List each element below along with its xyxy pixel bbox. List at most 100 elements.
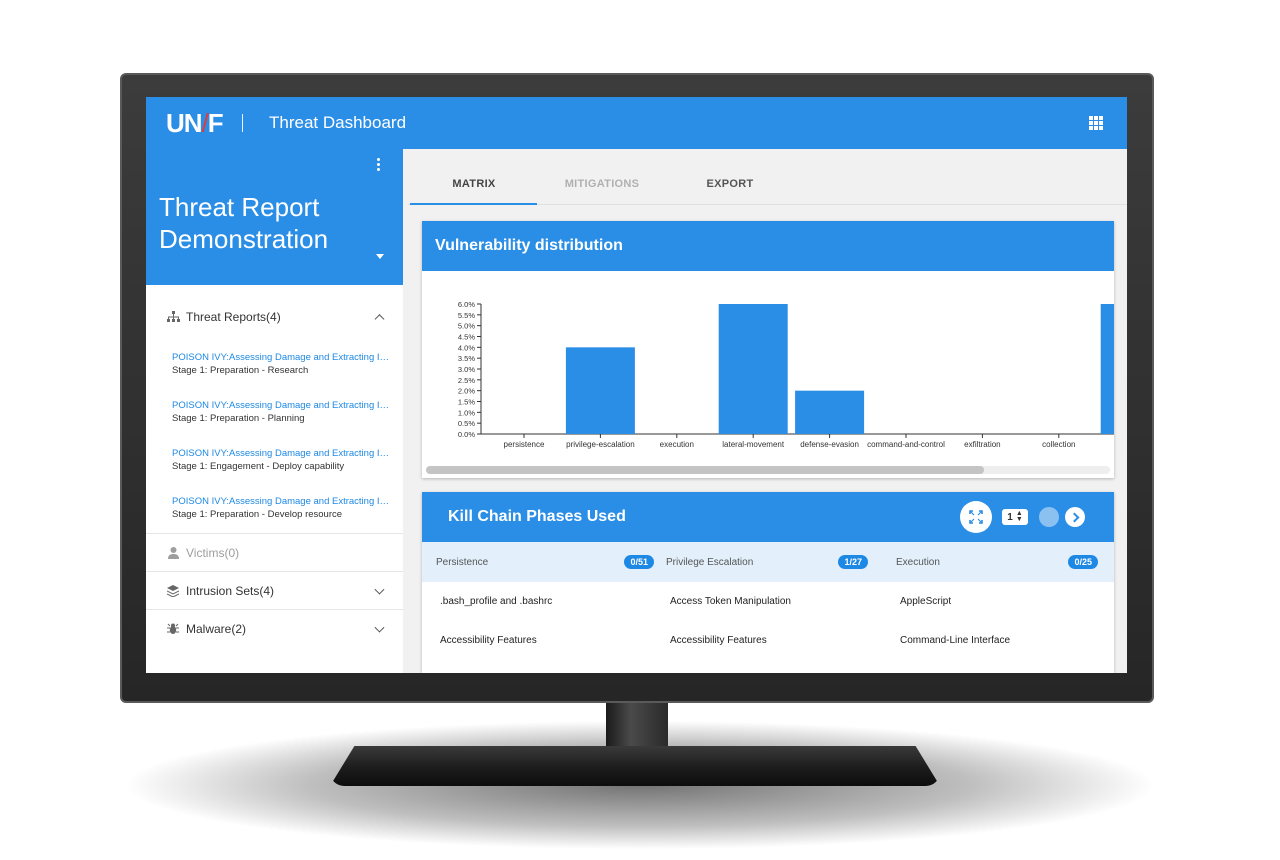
section-label: Victims(0) (186, 545, 240, 560)
phase-count-badge: 1/27 (838, 555, 868, 569)
phase-count-badge: 0/51 (624, 555, 654, 569)
y-tick-label: 3.5% (458, 354, 475, 363)
section-victims[interactable]: Victims(0) (146, 533, 403, 571)
main-content: MATRIX MITIGATIONS EXPORT Vulnerability … (408, 149, 1127, 673)
page-value: 1 (1007, 511, 1013, 523)
report-item[interactable]: POISON IVY:Assessing Damage and Extracti… (146, 437, 403, 485)
y-tick-label: 5.5% (458, 311, 475, 320)
x-tick-label: execution (660, 440, 694, 449)
x-tick-label: command-and-control (867, 440, 945, 449)
bug-icon (166, 622, 180, 636)
report-link[interactable]: POISON IVY:Assessing Damage and Extracti… (172, 352, 390, 363)
phase-name: Persistence (436, 556, 489, 568)
more-vert-icon[interactable] (374, 157, 382, 173)
y-tick-label: 0.0% (458, 430, 475, 439)
tab-bar: MATRIX MITIGATIONS EXPORT (408, 167, 1127, 205)
phase-persistence[interactable]: Persistence 0/51 (436, 542, 654, 582)
chart-bar (1100, 304, 1114, 434)
report-link[interactable]: POISON IVY:Assessing Damage and Extracti… (172, 448, 390, 459)
technique-cell[interactable]: Access Token Manipulation (670, 596, 791, 607)
technique-cell[interactable]: .bash_profile and .bashrc (440, 596, 553, 607)
phase-count-badge: 0/25 (1068, 555, 1098, 569)
report-item[interactable]: POISON IVY:Assessing Damage and Extracti… (146, 341, 403, 389)
fullscreen-icon (969, 510, 983, 524)
tab-export[interactable]: EXPORT (706, 178, 754, 190)
sitemap-icon (166, 310, 180, 324)
bar-chart: 0.0% 0.5% 1.0%1.5% 2.0% 2.5% 3.0% 3.5% 4.0%4.5%… (458, 300, 1114, 449)
phase-name: Privilege Escalation (666, 556, 754, 568)
monitor-stand-neck (606, 702, 668, 754)
y-tick-label: 4.0% (458, 343, 475, 352)
section-threat-reports[interactable]: Threat Reports(4) (146, 293, 403, 341)
chart-bar (565, 347, 635, 434)
y-tick-label: 6.0% (458, 300, 475, 309)
header-divider (242, 114, 243, 132)
sidebar-header: Threat Report Demonstration (146, 149, 403, 285)
monitor-stand-base (330, 746, 940, 786)
sidebar: Threat Report Demonstration Threat Repor… (146, 149, 403, 673)
previous-page-button[interactable] (1039, 507, 1059, 527)
y-tick-label: 1.0% (458, 408, 475, 417)
report-title: Threat Report Demonstration (159, 192, 329, 254)
section-label: Threat Reports(4) (186, 310, 281, 324)
report-item[interactable]: POISON IVY:Assessing Damage and Extracti… (146, 389, 403, 437)
screen: UN/F Threat Dashboard Threat Report Demo… (146, 97, 1127, 673)
y-tick-label: 2.0% (458, 387, 475, 396)
chart-bar (718, 304, 788, 434)
technique-cell[interactable]: Accessibility Features (670, 635, 767, 646)
y-tick-label: 5.0% (458, 322, 475, 331)
app-header: UN/F Threat Dashboard (146, 97, 1127, 149)
x-tick-label: exfiltration (964, 440, 1000, 449)
x-tick-label: lateral-movement (722, 440, 785, 449)
y-tick-label: 4.5% (458, 333, 475, 342)
phase-execution[interactable]: Execution 0/25 (896, 542, 1098, 582)
logo[interactable]: UN/F (166, 107, 224, 138)
horizontal-scrollbar[interactable] (426, 466, 1110, 474)
section-intrusion-sets[interactable]: Intrusion Sets(4) (146, 571, 403, 609)
report-stage: Stage 1: Preparation - Develop resource (172, 509, 343, 520)
report-item[interactable]: POISON IVY:Assessing Damage and Extracti… (146, 485, 403, 533)
x-tick-label: defense-evasion (800, 440, 859, 449)
card-title: Vulnerability distribution (422, 221, 1114, 271)
x-tick-label: collection (1042, 440, 1075, 449)
report-link[interactable]: POISON IVY:Assessing Damage and Extracti… (172, 400, 390, 411)
vulnerability-chart: 0.0% 0.5% 1.0% 1.5% 2.0% 2.5% 3.0% 3.5% 4.0% 4.5%… (422, 271, 1114, 461)
chevron-down-icon[interactable] (374, 622, 385, 633)
report-dropdown-icon[interactable] (376, 254, 384, 259)
phase-name: Execution (896, 556, 940, 568)
active-tab-indicator (410, 203, 537, 205)
tab-matrix[interactable]: MATRIX (452, 178, 496, 190)
report-link[interactable]: POISON IVY:Assessing Damage and Extracti… (172, 496, 390, 507)
chevron-up-icon[interactable] (374, 314, 385, 325)
fullscreen-button[interactable] (960, 501, 992, 533)
report-stage: Stage 1: Engagement - Deploy capability (172, 461, 345, 472)
app-title: Threat Dashboard (269, 113, 407, 132)
y-tick-label: 1.5% (458, 398, 475, 407)
technique-cell[interactable]: AppleScript (900, 596, 952, 607)
scrollbar-thumb[interactable] (426, 466, 984, 474)
phase-header-row: Persistence 0/51 Privilege Escalation 1/… (422, 542, 1114, 582)
phase-privilege-escalation[interactable]: Privilege Escalation 1/27 (666, 542, 868, 582)
y-tick-label: 3.0% (458, 365, 475, 374)
technique-cell[interactable]: Command-Line Interface (900, 635, 1011, 646)
apps-grid-icon[interactable] (1089, 116, 1103, 130)
sidebar-sections: Threat Reports(4) POISON IVY:Assessing D… (146, 293, 403, 647)
vulnerability-card: Vulnerability distribution 0.0% 0.5% 1.0% 1… (422, 221, 1114, 478)
layers-icon (166, 584, 180, 598)
x-tick-label: persistence (504, 440, 545, 449)
page-select[interactable]: 1 ▲ ▼ (1002, 509, 1028, 525)
chevron-down-icon[interactable] (374, 584, 385, 595)
report-stage: Stage 1: Preparation - Planning (172, 413, 305, 424)
y-tick-label: 0.5% (458, 419, 475, 428)
kill-chain-card: Kill Chain Phases Used 1 ▲ ▼ Persistence (422, 492, 1114, 673)
report-stage: Stage 1: Preparation - Research (172, 365, 309, 376)
section-label: Malware(2) (186, 621, 247, 636)
section-label: Intrusion Sets(4) (186, 583, 275, 598)
section-malware[interactable]: Malware(2) (146, 609, 403, 647)
y-tick-label: 2.5% (458, 376, 475, 385)
card-title: Kill Chain Phases Used (448, 508, 626, 525)
person-icon (166, 546, 180, 560)
technique-cell[interactable]: Accessibility Features (440, 635, 537, 646)
tab-mitigations[interactable]: MITIGATIONS (564, 178, 640, 190)
next-page-button[interactable] (1065, 507, 1085, 527)
